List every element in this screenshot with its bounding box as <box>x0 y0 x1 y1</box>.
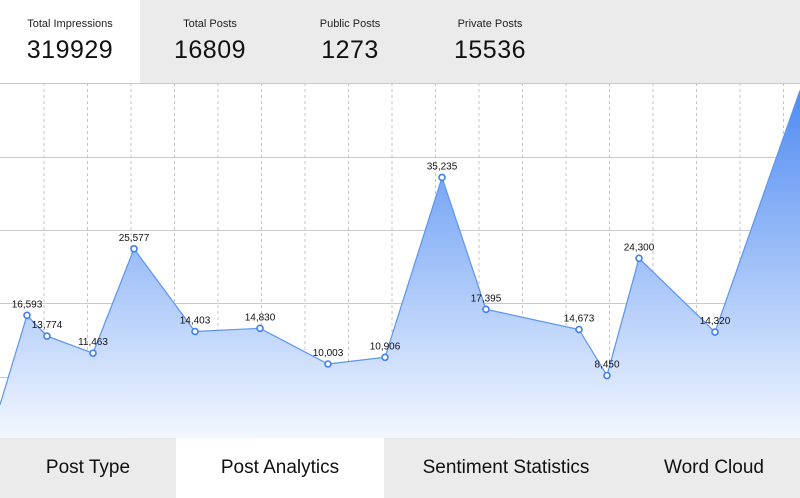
series-area <box>0 90 800 439</box>
stat-private-posts[interactable]: Private Posts 15536 <box>420 0 560 83</box>
data-point[interactable] <box>603 371 611 380</box>
stat-public-posts[interactable]: Public Posts 1273 <box>280 0 420 83</box>
stat-label: Public Posts <box>319 18 381 30</box>
stat-total-posts[interactable]: Total Posts 16809 <box>140 0 280 83</box>
data-point[interactable] <box>381 353 389 362</box>
data-label: 14,403 <box>180 316 211 327</box>
stat-value: 15536 <box>453 36 527 64</box>
data-label: 14,320 <box>700 316 731 327</box>
stat-label: Private Posts <box>457 18 523 30</box>
data-point[interactable] <box>711 328 719 336</box>
data-point[interactable] <box>89 349 97 358</box>
series-line <box>0 90 800 405</box>
tab-post-analytics[interactable]: Post Analytics <box>176 438 384 498</box>
stat-value: 1273 <box>321 36 379 64</box>
stat-label: Total Posts <box>183 18 237 30</box>
data-label: 25,577 <box>119 233 150 244</box>
data-label: 14,830 <box>245 312 276 323</box>
data-label: 8,450 <box>594 360 619 371</box>
data-point[interactable] <box>635 254 643 263</box>
stat-value: 16809 <box>173 36 247 64</box>
stat-total-impressions[interactable]: Total Impressions 319929 <box>0 0 140 83</box>
data-label: 17,395 <box>471 293 502 304</box>
tab-sentiment-statistics[interactable]: Sentiment Statistics <box>422 457 590 478</box>
data-label: 10,003 <box>313 348 344 359</box>
tab-bar: Post Type Post Analytics Sentiment Stati… <box>0 438 800 498</box>
data-label: 24,300 <box>624 242 655 253</box>
data-point[interactable] <box>43 332 51 340</box>
data-label: 13,774 <box>32 320 63 331</box>
data-label: 35,235 <box>427 161 458 172</box>
stat-label: Total Impressions <box>27 18 113 30</box>
data-point[interactable] <box>438 173 446 182</box>
tab-word-cloud[interactable]: Word Cloud <box>664 457 764 478</box>
data-label: 14,673 <box>564 314 595 325</box>
data-point[interactable] <box>23 311 31 320</box>
tab-post-type[interactable]: Post Type <box>45 457 131 478</box>
data-point[interactable] <box>482 305 490 314</box>
data-point[interactable] <box>191 327 199 336</box>
data-point[interactable] <box>575 325 583 334</box>
data-label: 16,593 <box>12 299 43 310</box>
area-chart: 16,593 13,774 11,463 25,577 14,403 14,830 10,0… <box>0 83 800 439</box>
data-label: 11,463 <box>78 337 108 348</box>
data-point[interactable] <box>256 324 264 333</box>
data-point[interactable] <box>324 360 332 368</box>
data-label: 10,906 <box>370 341 401 352</box>
stat-value: 319929 <box>26 36 114 64</box>
stats-bar: Total Impressions 319929 Total Posts 168… <box>0 0 800 83</box>
data-point[interactable] <box>130 245 138 253</box>
post-analytics-chart: 16,593 13,774 11,463 25,577 14,403 14,830 10,0… <box>0 83 800 439</box>
